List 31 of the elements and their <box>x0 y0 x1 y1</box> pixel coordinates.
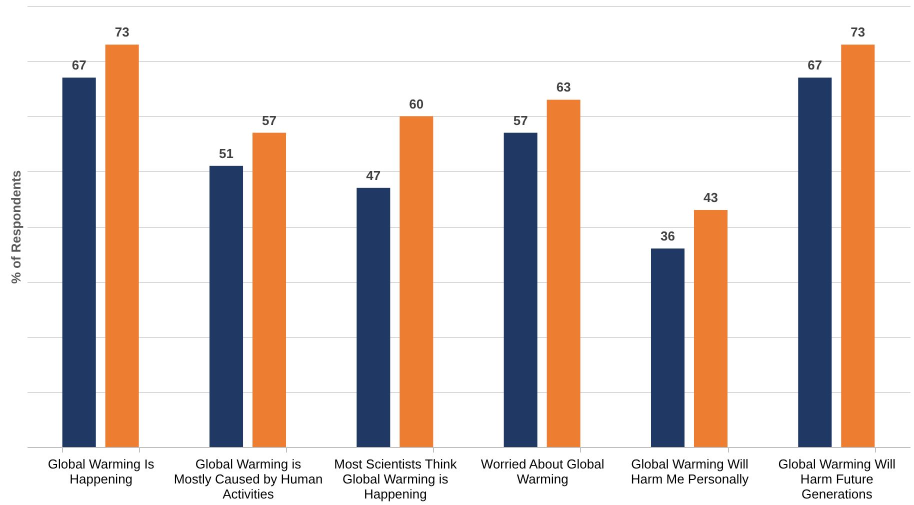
bar <box>400 116 434 447</box>
x-tick-label: Most Scientists Think Global Warming is Happening <box>334 456 458 502</box>
bar <box>356 188 390 447</box>
bar <box>62 78 96 447</box>
bar <box>546 100 580 447</box>
data-label: 67 <box>72 58 86 73</box>
data-label: 36 <box>660 228 675 244</box>
data-label: 60 <box>409 96 424 112</box>
x-tick-label: Global Warming Will Harm Me Personally <box>630 456 750 486</box>
x-tick-label: Global Warming is Mostly Caused by Human Activities <box>174 456 323 502</box>
data-label: 73 <box>114 24 130 40</box>
bar <box>650 248 685 447</box>
bar <box>105 44 139 447</box>
data-label: 73 <box>850 24 866 40</box>
bar <box>252 132 286 447</box>
bar <box>798 78 832 447</box>
data-label: 47 <box>366 168 381 183</box>
bar <box>209 166 244 447</box>
x-tick-label: Worried About Global Warming <box>480 456 604 486</box>
bar <box>504 132 538 447</box>
data-label: 51 <box>219 146 234 161</box>
x-tick-label: Global Warming Is Happening <box>48 456 155 486</box>
data-label: 43 <box>704 190 718 205</box>
bar <box>694 210 728 447</box>
bar <box>841 44 875 447</box>
y-axis-title: % of Respondents <box>8 170 24 284</box>
data-label: 67 <box>808 58 822 73</box>
data-label: 57 <box>262 112 276 128</box>
x-tick-label: Global Warming Will Harm Future Generations <box>778 456 896 502</box>
data-label: 57 <box>513 112 528 128</box>
data-label: 63 <box>556 80 571 95</box>
